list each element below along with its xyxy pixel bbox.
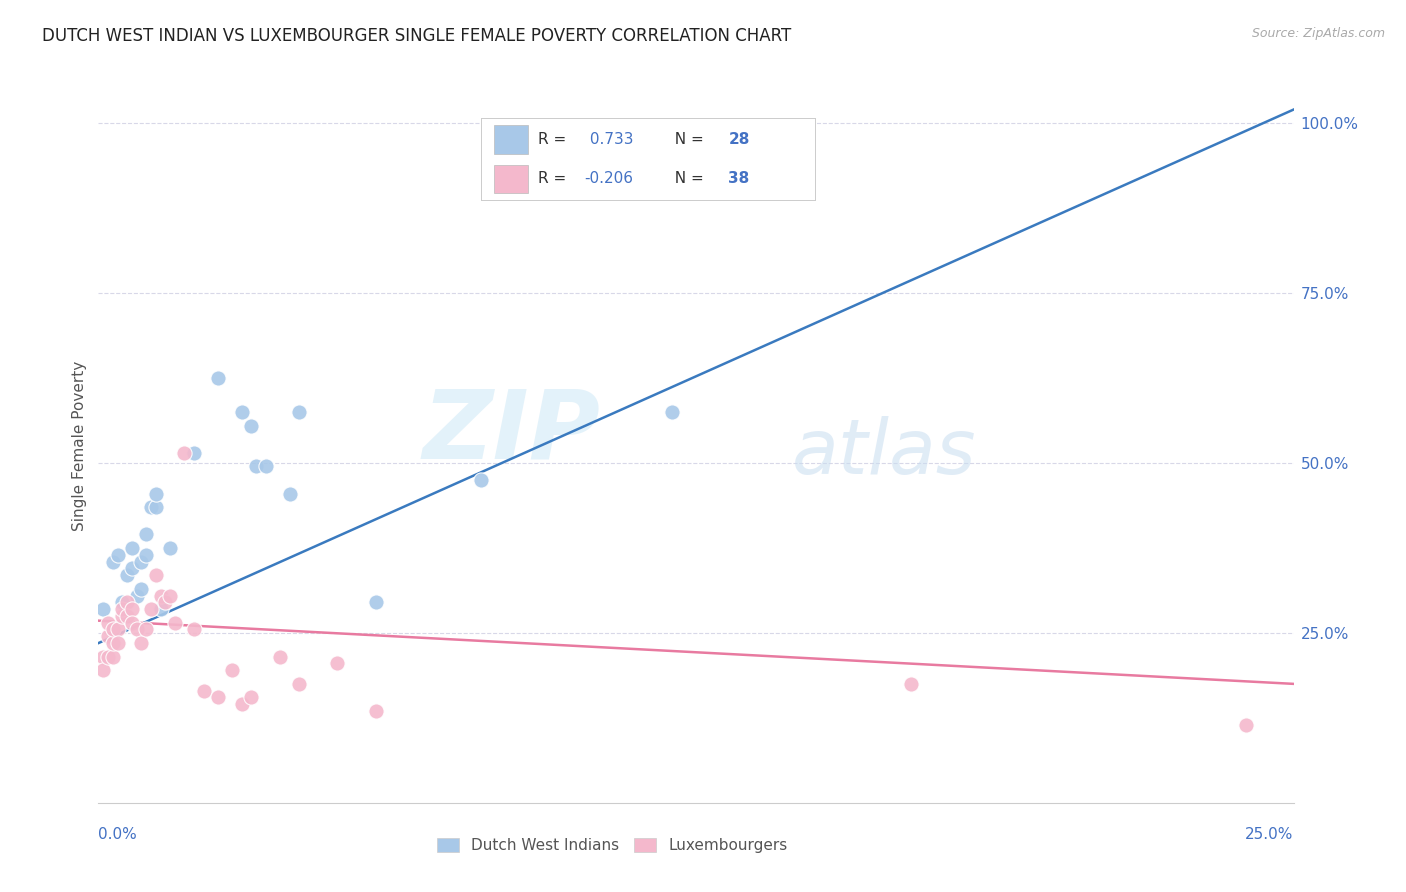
Point [207,371,229,385]
Point [470,473,492,487]
Point [149,602,172,616]
Point [121,561,143,575]
Point [107,623,129,637]
Text: 25.0%: 25.0% [1246,827,1294,841]
Point [183,446,205,460]
Point [1234,717,1257,731]
Point [155,595,177,609]
Point [364,704,387,718]
Point [121,615,143,630]
Point [145,568,167,582]
Point [159,541,181,555]
Text: Source: ZipAtlas.com: Source: ZipAtlas.com [1251,27,1385,40]
Point [900,677,922,691]
Point [269,649,291,664]
Point [101,555,124,569]
Point [139,500,162,515]
Point [183,623,205,637]
Point [91,602,114,616]
Point [97,629,120,643]
Point [173,446,195,460]
Point [193,683,215,698]
Point [254,459,277,474]
Point [207,690,229,705]
Point [145,500,167,515]
Point [135,527,157,541]
Point [111,608,134,623]
Point [163,615,186,630]
Point [135,548,157,562]
Point [278,486,301,500]
Point [115,568,138,582]
Point [121,541,143,555]
Point [288,405,311,419]
Point [149,589,172,603]
Point [101,649,124,664]
Point [91,663,114,677]
Point [231,698,253,712]
Point [121,602,143,616]
Point [101,636,124,650]
Point [240,690,263,705]
Point [111,595,134,609]
Point [221,663,243,677]
Legend: Dutch West Indians, Luxembourgers: Dutch West Indians, Luxembourgers [432,831,793,859]
Point [101,623,124,637]
Point [145,486,167,500]
Y-axis label: Single Female Poverty: Single Female Poverty [72,361,87,531]
Point [661,405,683,419]
Point [107,548,129,562]
Point [326,657,349,671]
Point [115,608,138,623]
Point [159,589,181,603]
Point [240,418,263,433]
Point [107,636,129,650]
Point [231,405,253,419]
Point [97,649,120,664]
Point [131,555,153,569]
Text: DUTCH WEST INDIAN VS LUXEMBOURGER SINGLE FEMALE POVERTY CORRELATION CHART: DUTCH WEST INDIAN VS LUXEMBOURGER SINGLE… [42,27,792,45]
Text: 0.0%: 0.0% [98,827,138,841]
Point [125,623,148,637]
Text: atlas: atlas [792,417,976,490]
Point [125,589,148,603]
Point [115,595,138,609]
Point [111,602,134,616]
Point [97,615,120,630]
Point [364,595,387,609]
Text: ZIP: ZIP [422,385,600,478]
Point [288,677,311,691]
Point [131,582,153,596]
Point [135,623,157,637]
Point [91,649,114,664]
Point [139,602,162,616]
Point [131,636,153,650]
Point [245,459,267,474]
